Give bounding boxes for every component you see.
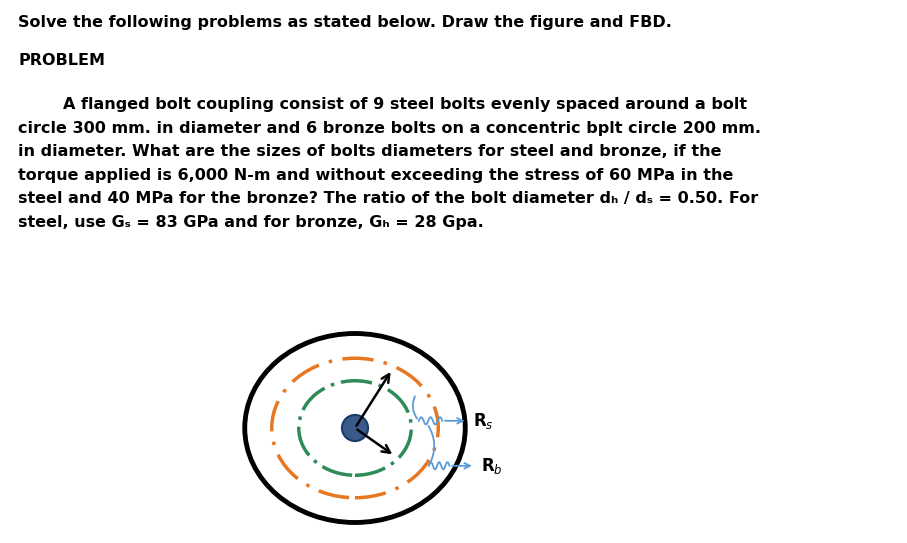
Text: torque applied is 6,000 N-m and without exceeding the stress of 60 MPa in the: torque applied is 6,000 N-m and without …	[18, 167, 734, 182]
Text: A flanged bolt coupling consist of 9 steel bolts evenly spaced around a bolt: A flanged bolt coupling consist of 9 ste…	[18, 97, 747, 112]
Text: steel and 40 MPa for the bronze? The ratio of the bolt diameter dₕ / dₛ = 0.50. : steel and 40 MPa for the bronze? The rat…	[18, 191, 758, 206]
Text: circle 300 mm. in diameter and 6 bronze bolts on a concentric bplt circle 200 mm: circle 300 mm. in diameter and 6 bronze …	[18, 121, 761, 136]
Text: steel, use Gₛ = 83 GPa and for bronze, Gₕ = 28 Gpa.: steel, use Gₛ = 83 GPa and for bronze, G…	[18, 214, 483, 230]
Text: R$_s$: R$_s$	[473, 411, 494, 431]
Circle shape	[342, 415, 368, 441]
Text: PROBLEM: PROBLEM	[18, 53, 105, 68]
Text: in diameter. What are the sizes of bolts diameters for steel and bronze, if the: in diameter. What are the sizes of bolts…	[18, 144, 721, 159]
Text: Solve the following problems as stated below. Draw the figure and FBD.: Solve the following problems as stated b…	[18, 15, 672, 30]
Text: R$_b$: R$_b$	[481, 456, 502, 476]
